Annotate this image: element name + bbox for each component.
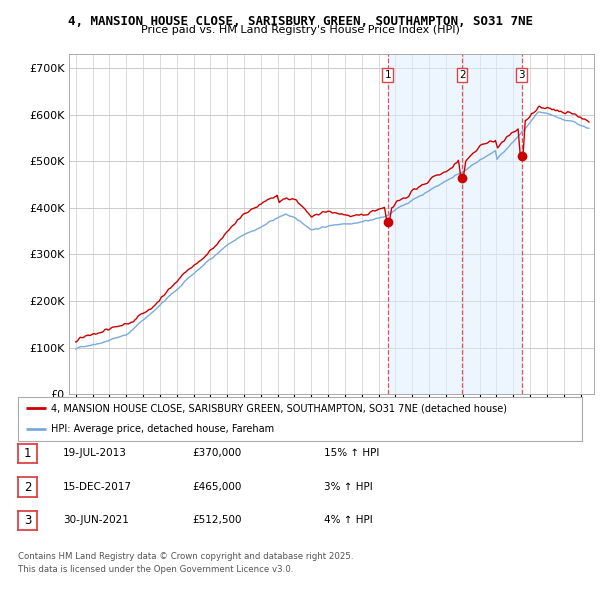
Text: 1: 1 — [24, 447, 31, 460]
Text: 4, MANSION HOUSE CLOSE, SARISBURY GREEN, SOUTHAMPTON, SO31 7NE: 4, MANSION HOUSE CLOSE, SARISBURY GREEN,… — [67, 15, 533, 28]
Text: 3: 3 — [518, 70, 525, 80]
Text: 15-DEC-2017: 15-DEC-2017 — [63, 482, 132, 491]
Text: 4% ↑ HPI: 4% ↑ HPI — [324, 516, 373, 525]
Text: 15% ↑ HPI: 15% ↑ HPI — [324, 448, 379, 458]
Text: 2: 2 — [24, 480, 31, 494]
Text: 30-JUN-2021: 30-JUN-2021 — [63, 516, 129, 525]
Text: 3% ↑ HPI: 3% ↑ HPI — [324, 482, 373, 491]
Text: £370,000: £370,000 — [192, 448, 241, 458]
Text: £512,500: £512,500 — [192, 516, 241, 525]
Text: £465,000: £465,000 — [192, 482, 241, 491]
Text: This data is licensed under the Open Government Licence v3.0.: This data is licensed under the Open Gov… — [18, 565, 293, 574]
Text: 4, MANSION HOUSE CLOSE, SARISBURY GREEN, SOUTHAMPTON, SO31 7NE (detached house): 4, MANSION HOUSE CLOSE, SARISBURY GREEN,… — [51, 403, 507, 413]
Text: 3: 3 — [24, 514, 31, 527]
Text: Price paid vs. HM Land Registry's House Price Index (HPI): Price paid vs. HM Land Registry's House … — [140, 25, 460, 35]
Text: HPI: Average price, detached house, Fareham: HPI: Average price, detached house, Fare… — [51, 424, 274, 434]
Text: 19-JUL-2013: 19-JUL-2013 — [63, 448, 127, 458]
Text: 2: 2 — [459, 70, 466, 80]
Text: Contains HM Land Registry data © Crown copyright and database right 2025.: Contains HM Land Registry data © Crown c… — [18, 552, 353, 561]
Text: 1: 1 — [385, 70, 391, 80]
